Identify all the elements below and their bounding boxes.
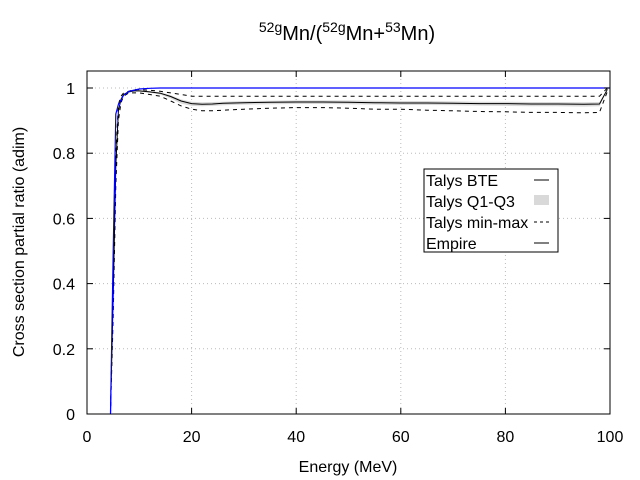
legend: Talys BTE Talys Q1-Q3 Talys min-max Empi… [423,168,559,253]
title-part-2: Mn+ [346,23,385,45]
x-tick-label: 40 [287,429,305,446]
y-axis-label: Cross section partial ratio (adim) [11,127,28,357]
legend-label-empire: Empire [426,236,477,253]
x-tick-label: 0 [83,429,92,446]
y-tick-label: 0.8 [53,146,75,163]
title-sup-1: 52g [259,19,282,35]
title-part-3: Mn) [401,23,435,45]
y-tick-label: 0.6 [53,211,75,228]
x-tick-label: 80 [497,429,515,446]
legend-label-talys-minmax: Talys min-max [426,215,528,232]
y-tick-label: 1 [66,81,75,98]
x-tick-label: 60 [392,429,410,446]
chart-title: 52gMn/(52gMn+53Mn) [259,19,435,45]
x-tick-label: 20 [183,429,201,446]
title-part-1: Mn/( [282,23,322,45]
legend-label-talys-bte: Talys BTE [426,173,498,190]
y-tick-label: 0.2 [53,342,75,359]
title-sup-3: 53 [385,19,401,35]
title-sup-2: 52g [322,19,345,35]
empire-line [109,87,610,415]
y-tick-label: 0 [66,407,75,424]
legend-label-talys-q1q3: Talys Q1-Q3 [426,194,515,211]
talys-min-line [110,91,608,415]
x-axis-label: Energy (MeV) [299,459,398,476]
y-tick-label: 0.4 [53,277,75,294]
legend-swatch-talys-q1q3 [534,195,549,205]
x-tick-label: 100 [597,429,624,446]
talys-max-line [110,87,608,408]
series-layer [109,87,610,415]
axis-ticks: 0 20 40 60 80 100 0 0.2 0.4 0.6 0.8 1 [53,71,624,446]
legend-box [423,168,559,253]
plot-frame [86,70,611,415]
